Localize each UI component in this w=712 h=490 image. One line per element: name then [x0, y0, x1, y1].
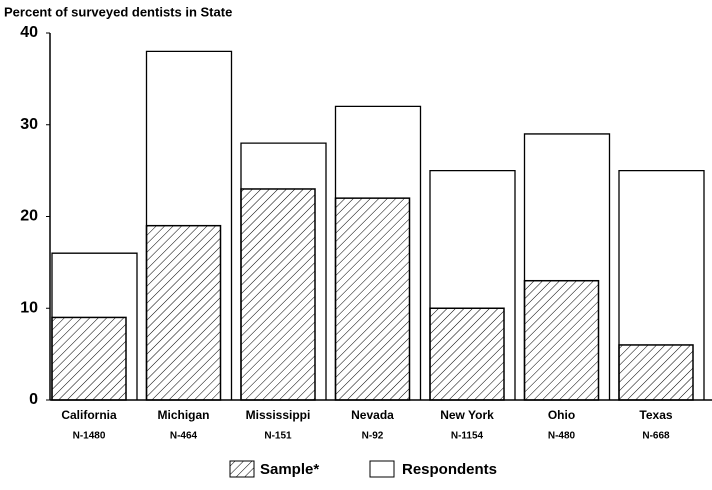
sample-bar — [334, 197, 411, 401]
sample-bar — [240, 188, 316, 401]
legend-label: Respondents — [402, 461, 497, 478]
sample-bar — [618, 344, 694, 401]
x-sublabel: N-464 — [170, 431, 198, 442]
x-sublabel: N-480 — [548, 431, 576, 442]
x-sublabel: N-1154 — [451, 431, 484, 442]
x-sublabel: N-668 — [642, 431, 670, 442]
y-tick-label: 30 — [20, 116, 38, 133]
y-tick-label: 0 — [29, 391, 38, 408]
y-tick-label: 10 — [20, 299, 38, 316]
respondents-bar — [429, 169, 516, 400]
sample-bar — [429, 307, 505, 401]
legend-label: Sample* — [260, 461, 319, 478]
x-tick-label: Texas — [639, 408, 672, 422]
x-tick-label: Nevada — [351, 408, 394, 422]
legend-swatch — [369, 460, 395, 478]
x-sublabel: N-151 — [264, 431, 292, 442]
sample-bar — [145, 224, 222, 401]
x-tick-label: California — [61, 408, 117, 422]
chart-title: Percent of surveyed dentists in State — [4, 4, 232, 19]
y-tick-label: 40 — [20, 24, 38, 41]
x-tick-label: Ohio — [548, 408, 575, 422]
sample-bar — [51, 316, 127, 401]
y-tick-label: 20 — [20, 208, 38, 225]
x-sublabel: N-92 — [362, 431, 384, 442]
respondents-bar — [523, 133, 611, 400]
legend-swatch — [229, 460, 255, 478]
sample-bar — [523, 279, 600, 401]
x-tick-label: Michigan — [157, 408, 209, 422]
x-sublabel: N-1480 — [73, 431, 106, 442]
x-tick-label: New York — [440, 408, 494, 422]
x-tick-label: Mississippi — [246, 408, 311, 422]
respondents-bar — [618, 169, 705, 400]
